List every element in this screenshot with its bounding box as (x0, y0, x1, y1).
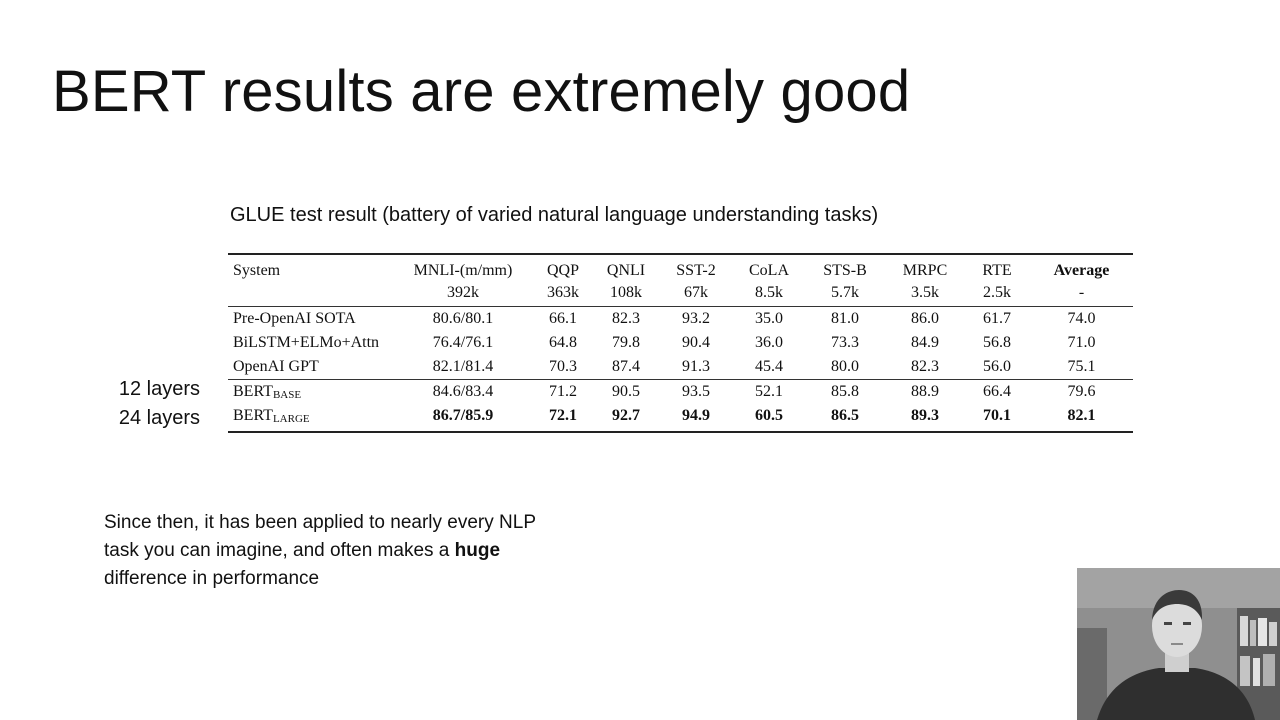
table-header-row: System MNLI-(m/mm) QQP QNLI SST-2 CoLA S… (228, 254, 1133, 282)
cell-mnli: 86.7/85.9 (432, 407, 494, 424)
note-text: Since then, it has been applied to nearl… (104, 509, 564, 593)
cell-sst2: 91.3 (682, 358, 710, 375)
cell-qqp: 64.8 (549, 334, 577, 351)
cell-sst2: 94.9 (682, 407, 710, 424)
size-qnli: 108k (610, 284, 642, 301)
row-system-name: BERT (233, 383, 273, 400)
note-part2: difference in performance (104, 568, 320, 589)
cell-qqp: 70.3 (549, 358, 577, 375)
row-system-subscript: LARGE (272, 413, 310, 425)
size-stsb: 5.7k (831, 284, 859, 301)
cell-qnli: 90.5 (594, 379, 658, 404)
row-system-name: BERT (233, 407, 273, 424)
cell-qqp: 66.1 (532, 306, 594, 331)
table-row: BERTLARGE 86.7/85.9 72.1 92.7 94.9 60.5 … (228, 404, 1133, 432)
header-average: Average (1053, 262, 1110, 279)
size-average: - (1078, 284, 1085, 301)
cell-average: 79.6 (1030, 379, 1133, 404)
row-system: BiLSTM+ELMo+Attn (233, 334, 380, 351)
cell-rte: 56.0 (983, 358, 1011, 375)
header-system: System (233, 262, 281, 279)
cell-stsb: 86.5 (831, 407, 859, 424)
size-mrpc: 3.5k (911, 284, 939, 301)
slide-title: BERT results are extremely good (52, 59, 911, 124)
cell-average: 74.0 (1030, 306, 1133, 331)
cell-rte: 61.7 (964, 306, 1030, 331)
cell-stsb: 81.0 (804, 306, 886, 331)
cell-rte: 70.1 (983, 407, 1011, 424)
size-qqp: 363k (547, 284, 579, 301)
cell-mnli: 76.4/76.1 (432, 334, 494, 351)
row-system: Pre-OpenAI SOTA (228, 306, 394, 331)
cell-qnli: 82.3 (594, 306, 658, 331)
row-system: BERTLARGE (228, 404, 394, 432)
table-row: OpenAI GPT 82.1/81.4 70.3 87.4 91.3 45.4… (228, 355, 1133, 380)
note-part1: Since then, it has been applied to nearl… (104, 512, 536, 561)
table-caption: GLUE test result (battery of varied natu… (230, 204, 879, 226)
cell-average: 75.1 (1067, 358, 1096, 375)
note-bold: huge (454, 540, 501, 561)
cell-mnli: 80.6/80.1 (394, 306, 532, 331)
cell-stsb: 73.3 (831, 334, 859, 351)
presenter-webcam-icon (1077, 568, 1280, 720)
size-cola: 8.5k (755, 284, 783, 301)
table-row: Pre-OpenAI SOTA 80.6/80.1 66.1 82.3 93.2… (228, 306, 1133, 331)
cell-mrpc: 82.3 (911, 358, 939, 375)
table-row: BERTBASE 84.6/83.4 71.2 90.5 93.5 52.1 8… (228, 379, 1133, 404)
cell-stsb: 80.0 (831, 358, 859, 375)
size-system (228, 282, 394, 307)
cell-cola: 45.4 (755, 358, 783, 375)
header-stsb: STS-B (823, 262, 867, 279)
cell-cola: 52.1 (734, 379, 804, 404)
cell-cola: 35.0 (734, 306, 804, 331)
cell-cola: 36.0 (755, 334, 783, 351)
side-label-24-layers: 24 layers (118, 407, 200, 429)
cell-average: 82.1 (1067, 407, 1096, 424)
cell-sst2: 93.5 (658, 379, 734, 404)
table-row: BiLSTM+ELMo+Attn 76.4/76.1 64.8 79.8 90.… (228, 331, 1133, 355)
row-system-subscript: BASE (272, 389, 302, 401)
size-rte: 2.5k (983, 284, 1011, 301)
presenter-webcam-image (1077, 568, 1280, 720)
header-mrpc: MRPC (902, 262, 948, 279)
header-mnli: MNLI-(m/mm) (413, 262, 513, 279)
header-sst2: SST-2 (676, 262, 716, 279)
cell-qqp: 72.1 (549, 407, 577, 424)
header-qnli: QNLI (606, 262, 646, 279)
cell-mrpc: 89.3 (911, 407, 939, 424)
cell-average: 71.0 (1067, 334, 1096, 351)
header-qqp: QQP (546, 262, 579, 279)
table-size-row: 392k 363k 108k 67k 8.5k 5.7k 3.5k 2.5k - (228, 282, 1133, 307)
cell-mrpc: 88.9 (886, 379, 964, 404)
cell-mnli: 84.6/83.4 (394, 379, 532, 404)
cell-sst2: 93.2 (658, 306, 734, 331)
cell-qnli: 87.4 (612, 358, 640, 375)
cell-rte: 56.8 (983, 334, 1011, 351)
row-system: BERTBASE (228, 379, 394, 404)
cell-qqp: 71.2 (532, 379, 594, 404)
cell-rte: 66.4 (964, 379, 1030, 404)
cell-qnli: 79.8 (612, 334, 640, 351)
glue-results-table: System MNLI-(m/mm) QQP QNLI SST-2 CoLA S… (228, 253, 1133, 433)
row-system: OpenAI GPT (233, 358, 319, 375)
cell-mnli: 82.1/81.4 (432, 358, 494, 375)
header-cola: CoLA (749, 262, 789, 279)
cell-stsb: 85.8 (804, 379, 886, 404)
cell-sst2: 90.4 (682, 334, 710, 351)
side-label-12-layers: 12 layers (118, 378, 200, 400)
cell-mrpc: 84.9 (911, 334, 939, 351)
cell-mrpc: 86.0 (886, 306, 964, 331)
cell-qnli: 92.7 (612, 407, 640, 424)
size-mnli: 392k (447, 284, 479, 301)
header-rte: RTE (982, 262, 1012, 279)
size-sst2: 67k (684, 284, 708, 301)
cell-cola: 60.5 (755, 407, 783, 424)
